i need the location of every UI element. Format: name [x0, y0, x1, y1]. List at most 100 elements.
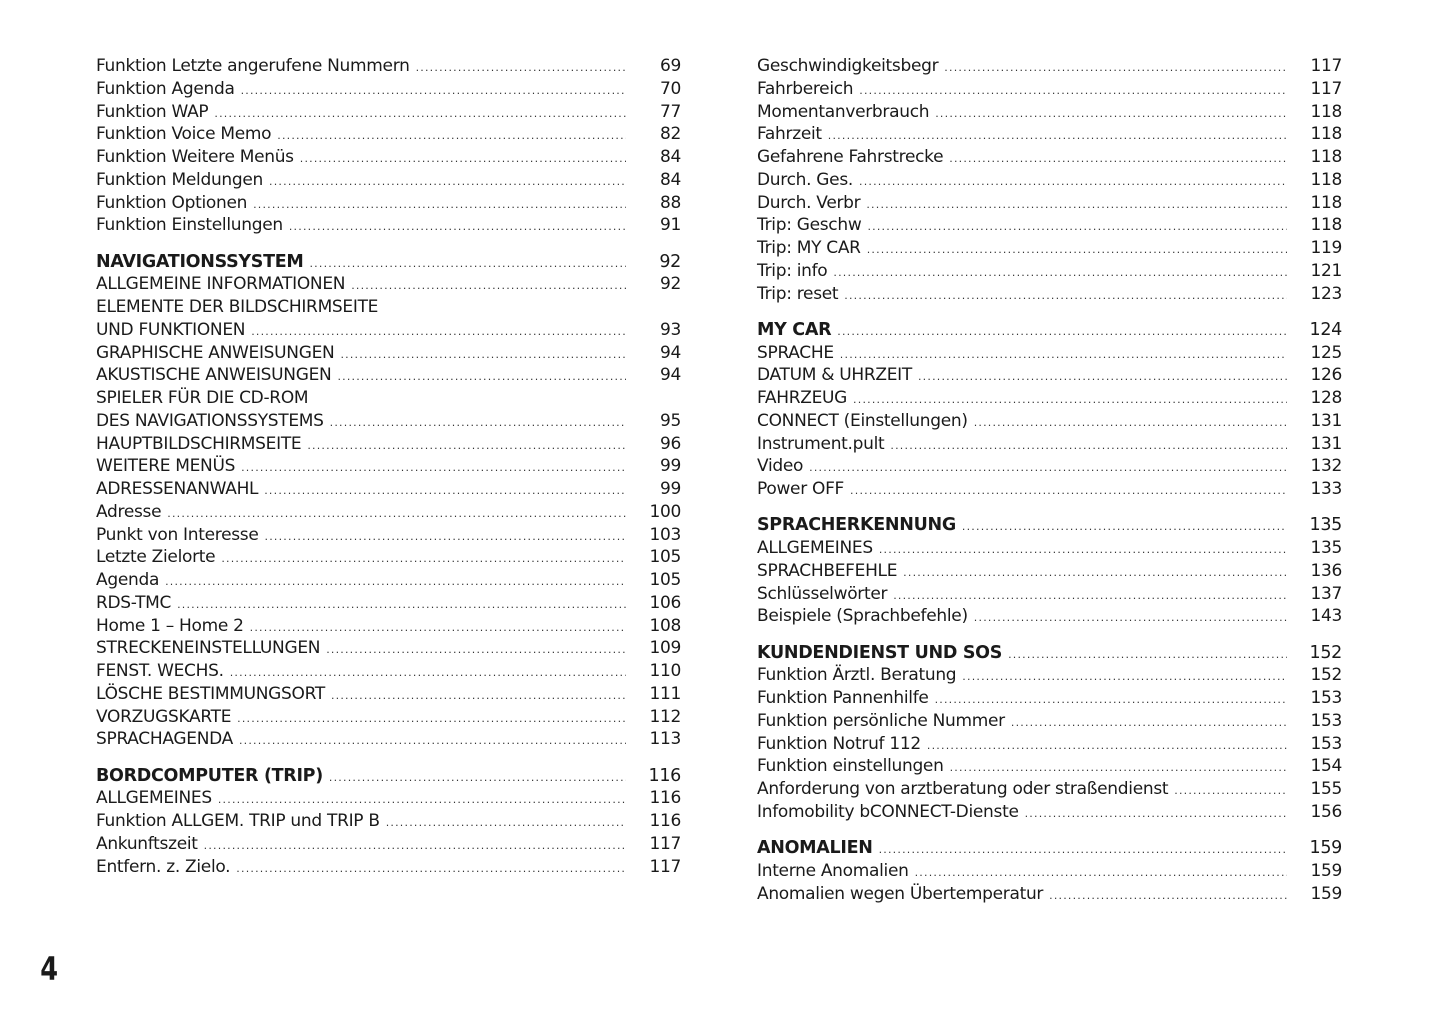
toc-entry-title: Durch. Verbr — [757, 192, 861, 213]
dot-leader: ........................................… — [203, 838, 626, 852]
toc-entry: SPRACHBEFEHLE...........................… — [757, 560, 1342, 583]
toc-entry-title: STRECKENEINSTELLUNGEN — [96, 638, 321, 659]
toc-page-number: 116 — [649, 811, 681, 831]
toc-entry: Funktion persönliche Nummer.............… — [757, 710, 1342, 733]
toc-page-number: 84 — [659, 147, 681, 167]
toc-entry-title: SPRACHERKENNUNG — [757, 515, 956, 536]
toc-page-number: 118 — [1310, 215, 1342, 236]
toc-entry-title: Funktion Ärztl. Beratung — [757, 665, 957, 686]
toc-entry: Letzte Zielorte.........................… — [96, 546, 681, 569]
toc-entry-title: FAHRZEUG — [757, 388, 848, 408]
toc-page-number: 106 — [649, 592, 681, 613]
toc-page-number: 94 — [659, 365, 681, 386]
toc-page-number: 159 — [1310, 883, 1342, 904]
toc-entry: Trip: Geschw............................… — [757, 214, 1342, 237]
toc-entry: Funktion Meldungen......................… — [96, 169, 681, 192]
toc-entry: Trip: MY CAR............................… — [757, 237, 1342, 260]
toc-page-number: 109 — [649, 638, 681, 659]
toc-entry-title: Funktion ALLGEM. TRIP und TRIP B — [96, 811, 380, 831]
toc-entry: STRECKENEINSTELLUNGEN...................… — [96, 637, 681, 660]
toc-entry: Ankunftszeit............................… — [96, 833, 681, 856]
toc-entry: GRAPHISCHE ANWEISUNGEN..................… — [96, 342, 681, 365]
dot-leader: ........................................… — [253, 197, 626, 211]
dot-leader: ........................................… — [1024, 806, 1287, 820]
toc-page-number: 156 — [1310, 801, 1342, 822]
dot-leader: ........................................… — [1008, 647, 1287, 661]
dot-leader: ........................................… — [329, 415, 626, 429]
toc-entry: LÖSCHE BESTIMMUNGSORT...................… — [96, 683, 681, 706]
dot-leader: ........................................… — [299, 152, 626, 165]
toc-page-number: 132 — [1310, 456, 1342, 477]
toc-entry-title: SPRACHAGENDA — [96, 729, 233, 750]
toc-entry: Trip: reset.............................… — [757, 283, 1342, 306]
toc-entry-title: Geschwindigkeitsbegr — [757, 56, 939, 76]
toc-entry-title: Trip: Geschw — [757, 215, 862, 236]
toc-entry: Anforderung von arztberatung oder straße… — [757, 778, 1342, 801]
dot-leader: ........................................… — [926, 738, 1287, 752]
toc-page-number: 135 — [1310, 538, 1342, 558]
toc-entry: Funktion ALLGEM. TRIP und TRIP B........… — [96, 810, 681, 833]
dot-leader: ........................................… — [251, 324, 626, 338]
toc-entry: Schlüsselwörter.........................… — [757, 583, 1342, 606]
toc-entry: UND FUNKTIONEN..........................… — [96, 319, 681, 342]
toc-entry-title: Funktion Voice Memo — [96, 124, 272, 145]
toc-page-number: 126 — [1310, 365, 1342, 386]
toc-entry: Fahrzeit................................… — [757, 123, 1342, 146]
dot-leader: ........................................… — [844, 288, 1287, 302]
toc-entry-title: LÖSCHE BESTIMMUNGSORT — [96, 683, 325, 704]
toc-entry: Trip: info..............................… — [757, 260, 1342, 283]
dot-leader: ........................................… — [328, 770, 626, 784]
dot-leader: ........................................… — [264, 484, 626, 497]
dot-leader: ........................................… — [867, 220, 1287, 234]
toc-page-number: 117 — [1310, 56, 1342, 76]
toc-entry-title: Home 1 – Home 2 — [96, 615, 244, 636]
toc-entry-title: KUNDENDIENST UND SOS — [757, 642, 1003, 663]
toc-entry-title: Funktion Letzte angerufene Nummern — [96, 56, 410, 76]
dot-leader: ........................................… — [326, 643, 626, 657]
toc-entry: Home 1 – Home 2.........................… — [96, 615, 681, 638]
toc-entry: AKUSTISCHE ANWEISUNGEN..................… — [96, 364, 681, 387]
toc-page-number: 159 — [1309, 838, 1342, 858]
dot-leader: ........................................… — [307, 438, 626, 452]
toc-page-number: 88 — [659, 192, 681, 213]
dot-leader: ........................................… — [850, 484, 1287, 497]
toc-page-number: 118 — [1310, 192, 1342, 213]
toc-entry-title: Gefahrene Fahrstrecke — [757, 147, 944, 167]
dot-leader: ........................................… — [240, 83, 626, 97]
toc-entry-title: Funktion Optionen — [96, 192, 248, 213]
toc-entry: Funktion Pannenhilfe....................… — [757, 687, 1342, 710]
dot-leader: ........................................… — [935, 106, 1287, 120]
toc-entry: SPIELER FÜR DIE CD-ROM — [96, 387, 681, 410]
dot-leader: ........................................… — [238, 734, 626, 748]
toc-entry-title: Anomalien wegen Übertemperatur — [757, 883, 1044, 904]
toc-entry: Momentanverbrauch.......................… — [757, 101, 1342, 124]
dot-leader: ........................................… — [221, 552, 626, 566]
toc-page-number: 70 — [659, 78, 681, 99]
dot-leader: ........................................… — [914, 865, 1287, 879]
toc-page-number: 124 — [1309, 319, 1342, 340]
toc-entry: Funktion Voice Memo.....................… — [96, 123, 681, 146]
toc-entry-title: Funktion Pannenhilfe — [757, 688, 929, 708]
dot-leader: ........................................… — [351, 279, 626, 293]
toc-entry-title: Interne Anomalien — [757, 860, 909, 881]
toc-entry-title: Funktion Meldungen — [96, 169, 264, 190]
dot-leader: ........................................… — [217, 793, 626, 807]
dot-leader: ........................................… — [934, 693, 1287, 706]
dot-leader: ........................................… — [903, 565, 1287, 579]
toc-page-number: 119 — [1310, 238, 1342, 258]
toc-entry: Funktion Einstellungen..................… — [96, 214, 681, 237]
toc-entry: Durch. Verbr............................… — [757, 192, 1342, 215]
toc-entry-title: WEITERE MENÜS — [96, 456, 236, 477]
toc-page-number: 92 — [659, 251, 681, 272]
toc-entry: SPRACHAGENDA............................… — [96, 728, 681, 751]
toc-page-number: 153 — [1310, 688, 1342, 708]
toc-entry: Geschwindigkeitsbegr....................… — [757, 55, 1342, 78]
toc-page-number: 110 — [649, 661, 681, 681]
toc-page-number: 93 — [659, 319, 681, 340]
toc-page-number: 103 — [649, 524, 681, 545]
toc-entry: HAUPTBILDSCHIRMSEITE....................… — [96, 433, 681, 456]
dot-leader: ........................................… — [309, 256, 626, 270]
toc-entry: Interne Anomalien.......................… — [757, 860, 1342, 883]
dot-leader: ........................................… — [859, 83, 1287, 97]
toc-entry-title: ADRESSENANWAHL — [96, 479, 259, 499]
